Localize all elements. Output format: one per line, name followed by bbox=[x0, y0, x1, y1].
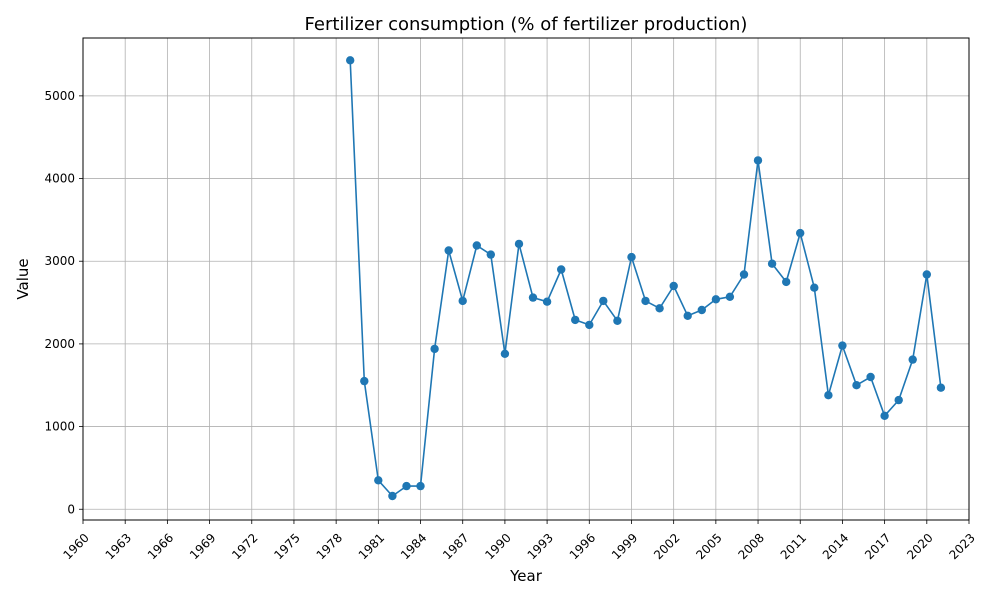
data-point bbox=[894, 395, 903, 405]
plot-frame bbox=[82, 37, 970, 521]
data-point bbox=[542, 297, 552, 306]
y-tick-label: 5000 bbox=[44, 89, 75, 103]
data-point bbox=[697, 305, 706, 315]
data-point bbox=[528, 293, 538, 302]
data-point bbox=[866, 372, 875, 382]
y-axis-ticks: 0 1000 2000 3000 4000 5000 bbox=[44, 89, 83, 516]
y-axis-title: Value bbox=[14, 258, 32, 299]
data-point bbox=[852, 381, 861, 390]
chart-title: Fertilizer consumption (% of fertilizer … bbox=[305, 14, 748, 35]
data-point bbox=[641, 296, 650, 306]
y-tick-label: 1000 bbox=[44, 420, 75, 434]
data-point bbox=[571, 315, 580, 325]
data-point bbox=[486, 250, 495, 259]
data-point bbox=[767, 259, 777, 268]
data-point bbox=[782, 277, 791, 287]
y-tick-label: 3000 bbox=[44, 254, 75, 268]
data-point bbox=[908, 355, 917, 364]
data-point bbox=[655, 304, 664, 313]
data-point bbox=[472, 241, 481, 250]
data-point bbox=[838, 341, 847, 350]
data-point bbox=[346, 56, 355, 65]
data-point bbox=[725, 292, 735, 301]
data-point bbox=[627, 252, 636, 262]
y-tick-label: 4000 bbox=[44, 172, 75, 186]
y-tick-label: 0 bbox=[67, 502, 75, 516]
data-point bbox=[922, 270, 931, 279]
data-point bbox=[430, 344, 439, 354]
data-point bbox=[711, 295, 721, 304]
data-point bbox=[557, 265, 566, 274]
data-point bbox=[458, 296, 467, 306]
data-point bbox=[416, 481, 425, 491]
data-point bbox=[514, 239, 524, 249]
data-point bbox=[880, 411, 889, 420]
data-point bbox=[360, 376, 369, 386]
data-point bbox=[810, 283, 819, 292]
data-series bbox=[346, 56, 946, 501]
data-point bbox=[500, 349, 510, 358]
data-point bbox=[374, 476, 383, 485]
data-point bbox=[739, 270, 749, 279]
data-point bbox=[669, 281, 678, 291]
data-point bbox=[753, 156, 763, 165]
data-point bbox=[388, 491, 397, 501]
data-point bbox=[444, 246, 453, 255]
data-point bbox=[613, 316, 622, 325]
data-point bbox=[402, 481, 411, 491]
data-point bbox=[683, 311, 692, 320]
y-tick-label: 2000 bbox=[44, 337, 75, 351]
data-point bbox=[585, 320, 594, 330]
grid-lines bbox=[82, 38, 970, 520]
x-axis-title: Year bbox=[509, 567, 543, 585]
data-point bbox=[599, 296, 608, 306]
data-point bbox=[796, 228, 805, 238]
data-point bbox=[824, 391, 833, 400]
data-point bbox=[936, 383, 946, 392]
